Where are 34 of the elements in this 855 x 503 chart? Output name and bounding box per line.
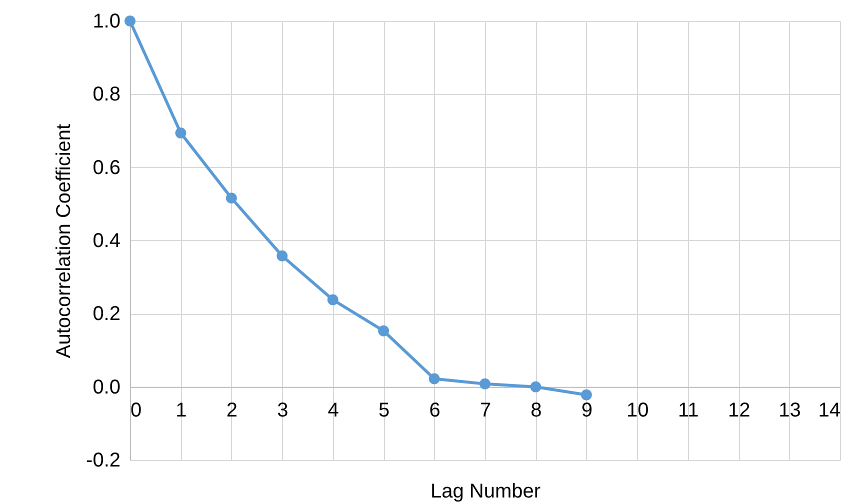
point (124, 16, 136, 26)
x-tick-label: 14 (818, 399, 840, 422)
y-tick-label: 0.2 (92, 303, 120, 326)
point (276, 250, 288, 262)
x-tick-label: 4 (328, 399, 339, 422)
point (226, 192, 237, 204)
point (530, 381, 542, 392)
x-tick-label: 6 (429, 399, 440, 422)
point (428, 373, 440, 384)
x-tick-label: 9 (581, 399, 592, 422)
point (480, 378, 490, 390)
point (327, 294, 338, 306)
x-tick-label: 11 (678, 399, 699, 422)
point (580, 389, 592, 400)
point (378, 325, 390, 336)
y-tick-label: -0.2 (86, 450, 120, 472)
y-tick-label: 0.6 (92, 156, 120, 179)
y-tick-label: 0.0 (92, 376, 120, 398)
x-tick-label: 13 (778, 399, 801, 422)
x-tick-label: 0 (130, 399, 142, 422)
x-tick-label: 7 (480, 399, 492, 422)
point (175, 127, 186, 138)
x-tick-label: 10 (626, 399, 649, 422)
x-axis-title: Lag Number (430, 480, 541, 502)
y-tick-label: 0.8 (92, 84, 120, 106)
x-tick-label: 5 (378, 399, 390, 422)
x-tick-label: 3 (277, 399, 288, 422)
y-tick-label: 1.0 (92, 10, 120, 32)
x-tick-label: 1 (176, 399, 187, 422)
x-tick-label: 8 (530, 399, 542, 422)
y-tick-label: 0.4 (92, 230, 120, 252)
x-tick-label: 2 (226, 399, 238, 422)
y-axis-title: Autocorrelation Coefficient (53, 123, 76, 358)
x-tick-label: 12 (728, 399, 750, 422)
